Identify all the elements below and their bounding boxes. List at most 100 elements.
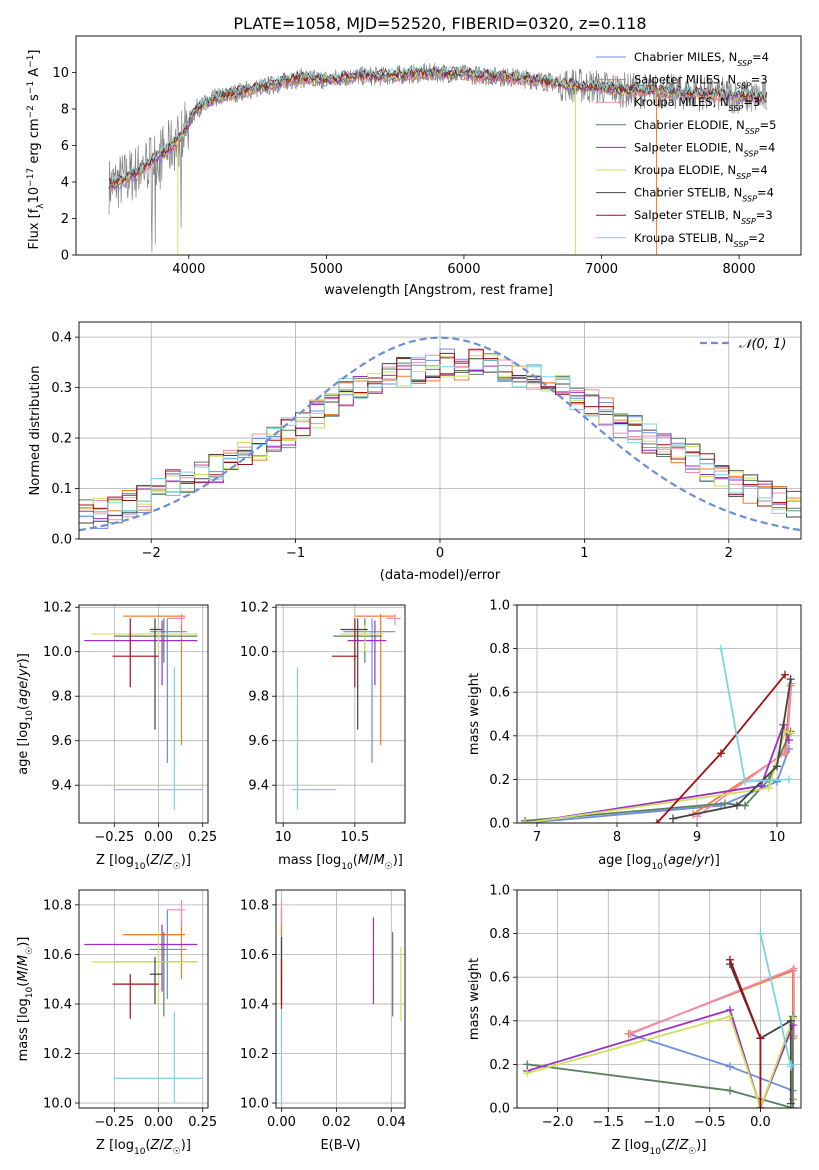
axes-frame — [78, 889, 209, 1109]
x-tick-label: −0.25 — [94, 1115, 134, 1130]
legend-entry: Salpeter STELIB, NSSP=3 — [634, 208, 773, 226]
y-tick-label: 9.6 — [51, 734, 72, 749]
label-part: )] — [181, 853, 191, 868]
x-tick-label: 4000 — [172, 262, 205, 277]
weight-series-line — [524, 730, 792, 823]
weight-marker — [721, 799, 729, 808]
y-tick-label: 0.4 — [489, 1014, 510, 1029]
label-part: (data-model)/error — [380, 568, 501, 583]
label-part: age [log — [598, 853, 651, 868]
label-part: λ — [36, 203, 46, 209]
label-part: / — [692, 853, 697, 868]
x-tick-label: 6000 — [447, 262, 480, 277]
label-part: M — [373, 853, 384, 868]
label-part: −1 — [26, 55, 36, 68]
label-part: M — [16, 955, 31, 966]
figure-title: PLATE=1058, MJD=52520, FIBERID=0320, z=0… — [233, 14, 646, 33]
legend-text: =3 — [743, 95, 760, 109]
y-axis-label: Flux [fλ10−17 erg cm−2 s−1 A−1] — [26, 50, 46, 250]
ticks: 4000 5000 6000 7000 8000 0 2 4 6 8 10 — [52, 66, 755, 277]
y-tick-label: 0.2 — [489, 773, 510, 788]
legend-text: Salpeter MILES, N — [634, 73, 736, 87]
label-part: M — [358, 853, 369, 868]
y-tick-label: 0.1 — [51, 482, 72, 497]
y-tick-label: 10.6 — [240, 948, 269, 963]
legend-text: =4 — [751, 163, 768, 177]
x-axis-label: age [log10(age/yr)] — [598, 853, 720, 872]
label-part: age — [16, 681, 31, 705]
axes-frame — [78, 604, 209, 824]
weight-marker — [773, 777, 781, 786]
weight-marker — [741, 801, 749, 810]
plot-area — [521, 644, 796, 823]
legend-entry: Kroupa ELODIE, NSSP=4 — [634, 163, 768, 181]
weight-marker — [789, 964, 798, 973]
weight-series-line — [526, 1008, 794, 1108]
label-part: yr — [16, 662, 31, 678]
y-tick-label: 10.2 — [240, 601, 269, 616]
label-part: / — [16, 965, 31, 970]
label-part: 10 — [649, 1147, 661, 1157]
label-part: ( — [16, 982, 31, 987]
plot-area — [84, 899, 203, 1104]
x-tick-label: 5000 — [310, 262, 343, 277]
label-part: Normed distribution — [28, 366, 43, 496]
ticks: −2 −1 0 1 2 0.0 0.1 0.2 0.3 0.4 — [51, 331, 733, 561]
y-tick-label: 9.6 — [248, 734, 269, 749]
x-tick-label: 10.5 — [340, 830, 369, 845]
legend-text: =2 — [748, 231, 765, 245]
y-tick-label: 0.2 — [51, 432, 72, 447]
label-part: )] — [16, 653, 31, 663]
normal-curve — [79, 336, 801, 532]
label-part: ☉ — [25, 947, 35, 955]
weight-marker — [785, 736, 793, 745]
y-axis-label: mass [log10(M/M☉)] — [16, 937, 35, 1062]
x-tick-label: 0.00 — [144, 1115, 173, 1130]
weight-marker — [786, 1016, 795, 1025]
y-tick-label: 0 — [61, 249, 69, 264]
label-part: 10 — [341, 862, 353, 872]
legend-entry: 𝒩(0, 1) — [739, 337, 786, 352]
legend-subscript: SSP — [745, 126, 760, 135]
axes-frame — [75, 35, 802, 256]
label-part: M — [16, 970, 31, 981]
weight-marker — [733, 801, 741, 810]
ticks: −2.0 −1.5 −1.0 −0.5 0.0 0.0 0.2 0.4 0.6 0.8 1.0 — [489, 884, 770, 1131]
plot-area — [523, 929, 798, 1108]
label-part: Z — [665, 1138, 676, 1153]
legend-text: =4 — [758, 140, 775, 154]
y-tick-label: 10 — [52, 66, 69, 81]
legend-text: Chabrier STELIB, N — [634, 186, 742, 200]
y-tick-label: 9.8 — [248, 690, 269, 705]
legend-entry: Salpeter ELODIE, NSSP=4 — [634, 140, 775, 158]
weight-marker — [765, 784, 773, 793]
label-part: E(B-V) — [320, 1138, 360, 1153]
y-axis-label: Normed distribution — [28, 366, 43, 496]
axes-frame — [275, 889, 406, 1109]
x-tick-label: 9 — [693, 830, 701, 845]
x-tick-label: 1 — [580, 546, 588, 561]
legend-text: =4 — [752, 50, 769, 64]
label-part: ☉ — [173, 862, 181, 872]
x-tick-label: 2 — [725, 546, 733, 561]
y-tick-label: 10.8 — [240, 898, 269, 913]
legend-subscript: SSP — [744, 149, 759, 158]
weight-marker — [717, 749, 725, 758]
label-part: Z [log — [96, 853, 134, 868]
label-part: ( — [145, 853, 150, 868]
label-part: ☉ — [385, 862, 393, 872]
legend-entry: Salpeter MILES, NSSP=3 — [634, 73, 768, 91]
label-part: 10 — [651, 862, 663, 872]
legend-text: Kroupa MILES, N — [634, 95, 729, 109]
legend-text: Chabrier MILES, N — [634, 50, 737, 64]
y-tick-label: 0.4 — [51, 331, 72, 346]
label-part: Z — [163, 1138, 174, 1153]
legend-text: =4 — [757, 186, 774, 200]
x-axis-label: Z [log10(Z/Z☉)] — [96, 853, 191, 872]
label-part: mass weight — [467, 958, 482, 1040]
label-part: yr — [696, 853, 712, 868]
weight-marker — [521, 819, 529, 823]
residual-histogram-step — [79, 356, 801, 517]
